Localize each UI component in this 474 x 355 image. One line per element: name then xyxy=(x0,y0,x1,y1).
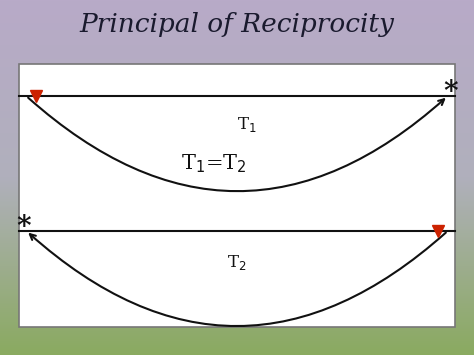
Text: Principal of Reciprocity: Principal of Reciprocity xyxy=(80,12,394,37)
Text: T$_1$: T$_1$ xyxy=(237,115,256,134)
Text: *: * xyxy=(17,214,31,241)
Text: T$_2$: T$_2$ xyxy=(227,253,247,272)
Text: T$_1$=T$_2$: T$_1$=T$_2$ xyxy=(181,152,246,175)
Text: *: * xyxy=(443,79,457,106)
Bar xyxy=(19,64,455,327)
